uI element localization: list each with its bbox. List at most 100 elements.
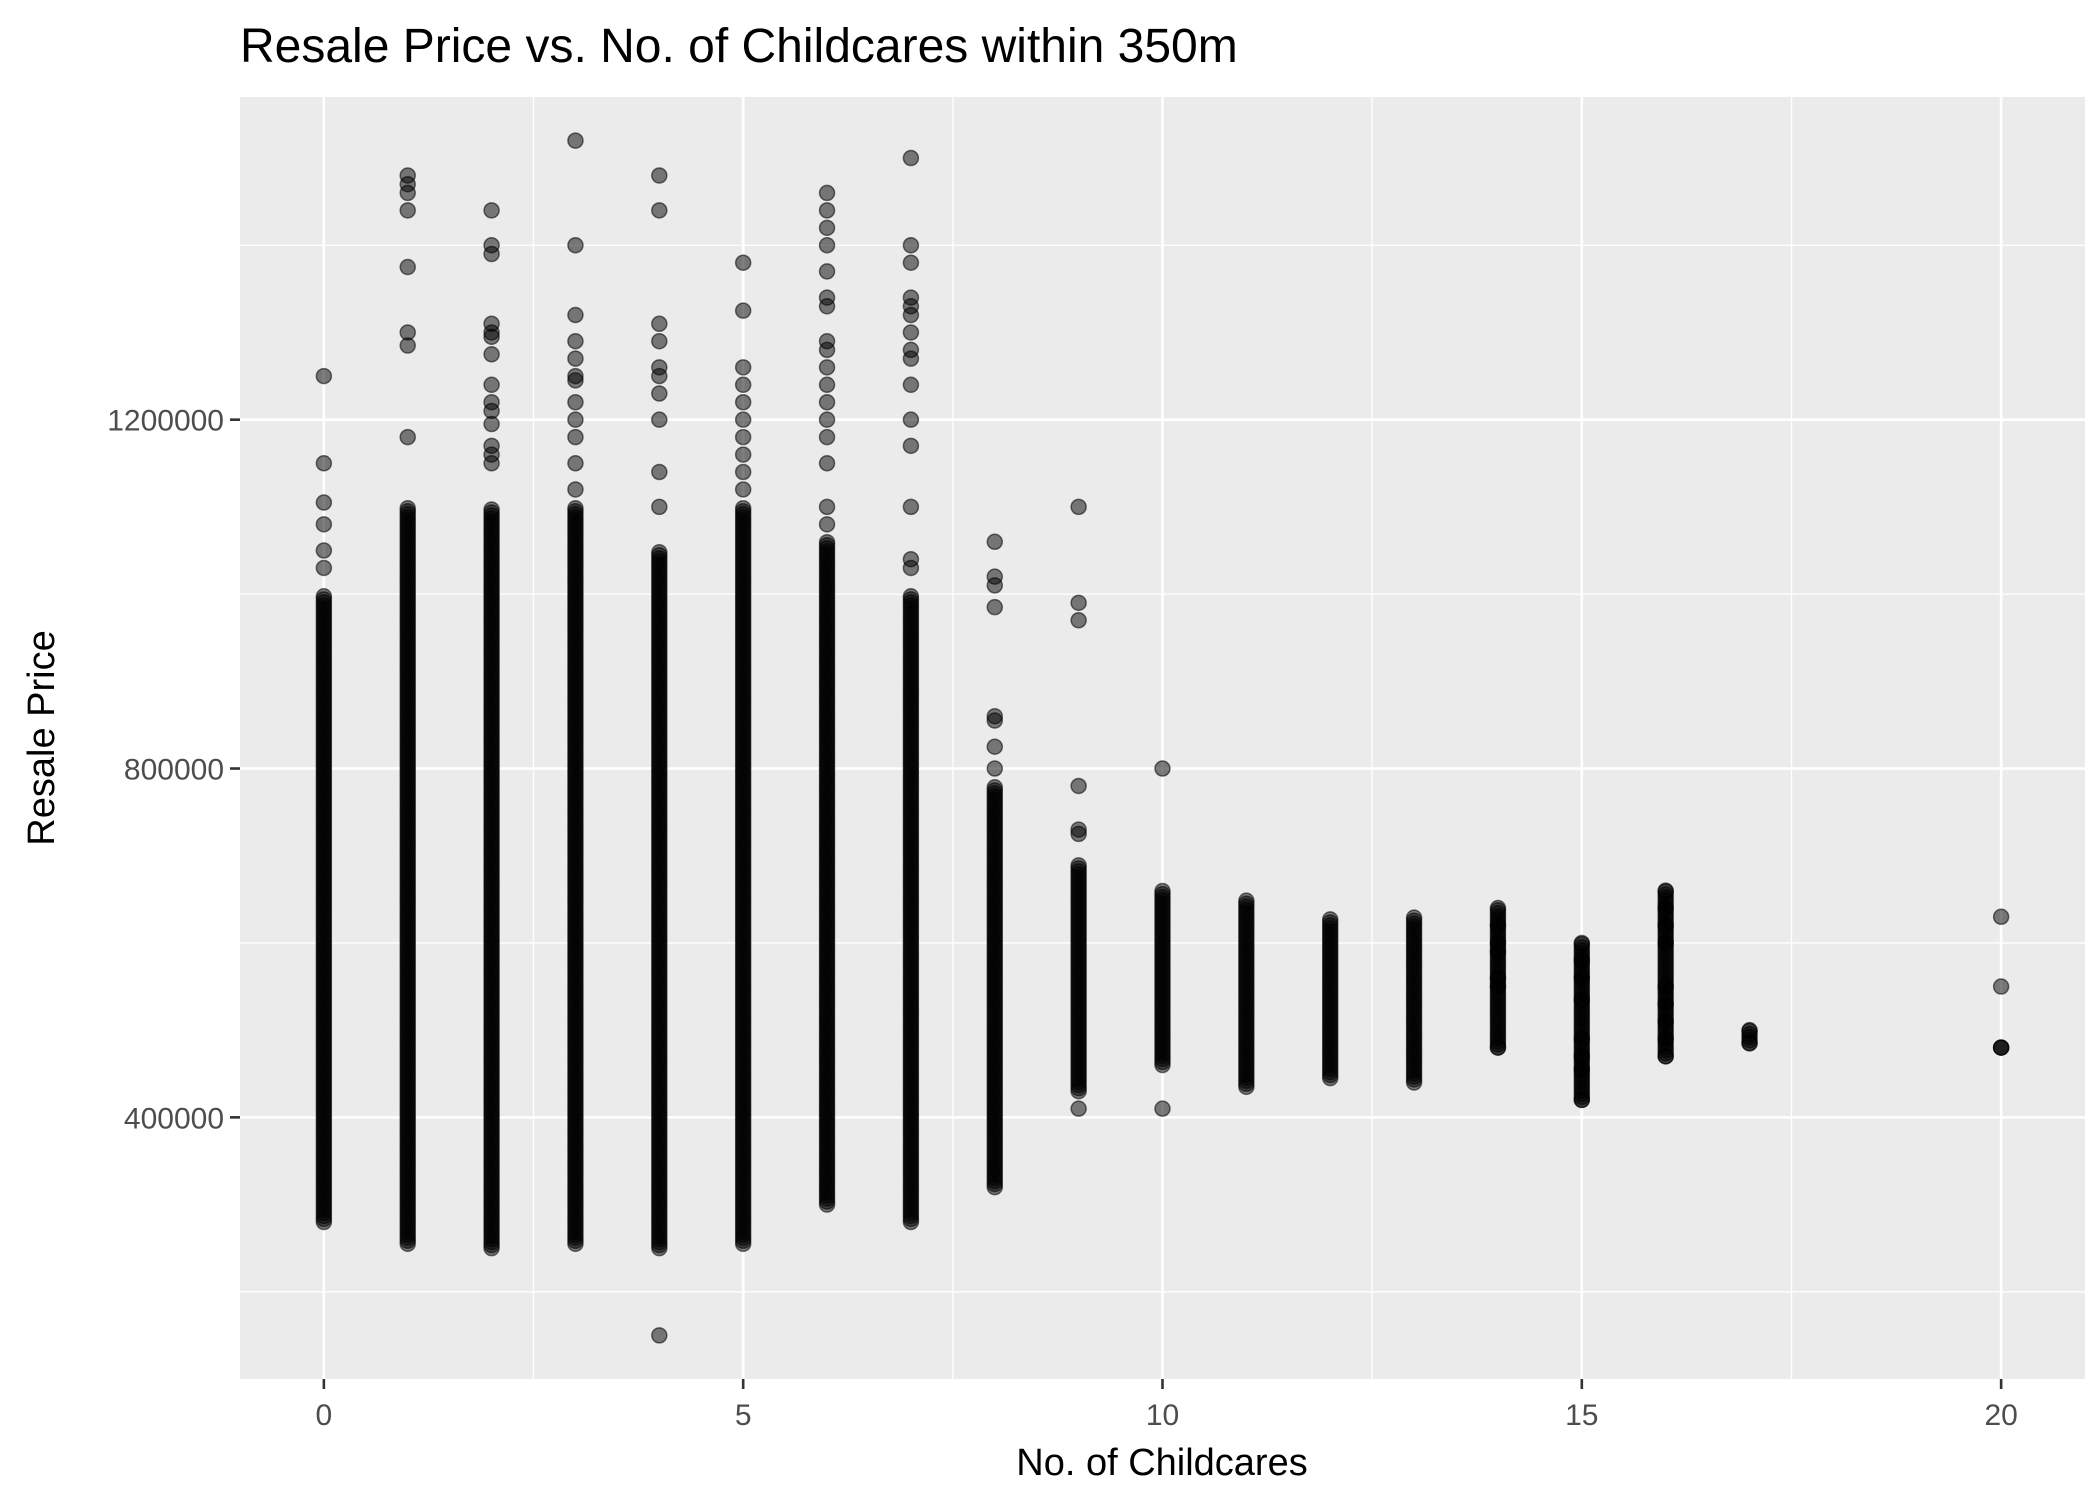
data-point xyxy=(1070,612,1087,629)
data-point xyxy=(399,428,416,446)
point-column xyxy=(483,202,500,1257)
data-point xyxy=(1657,1048,1674,1065)
point-column xyxy=(902,149,920,1231)
data-point xyxy=(1992,978,2010,995)
data-point xyxy=(1657,917,1674,934)
point-column xyxy=(1154,760,1171,1117)
data-point xyxy=(651,411,668,428)
data-point xyxy=(902,498,920,516)
data-point xyxy=(315,516,333,533)
data-point xyxy=(1070,857,1087,874)
x-tick-label: 10 xyxy=(1146,1399,1179,1432)
data-point xyxy=(567,306,584,324)
data-point xyxy=(1573,969,1591,987)
data-point xyxy=(1154,1100,1171,1117)
point-column xyxy=(818,184,836,1213)
data-point xyxy=(567,428,584,446)
data-point xyxy=(1992,908,2010,926)
data-point xyxy=(1070,1100,1087,1117)
point-column xyxy=(986,533,1004,1196)
data-point xyxy=(567,332,584,350)
data-point xyxy=(986,598,1004,616)
data-point xyxy=(567,237,584,254)
point-column xyxy=(1489,899,1507,1056)
point-column xyxy=(1321,911,1339,1087)
data-point xyxy=(315,559,333,577)
data-point xyxy=(399,337,416,354)
data-point xyxy=(1657,899,1674,917)
data-point xyxy=(651,498,668,516)
data-point xyxy=(818,237,836,254)
data-point xyxy=(902,437,920,455)
data-point xyxy=(1657,934,1674,952)
point-column xyxy=(1992,908,2010,1056)
data-point xyxy=(1489,943,1507,960)
data-point xyxy=(315,367,333,385)
data-point xyxy=(818,359,836,376)
data-point xyxy=(734,463,752,481)
point-column xyxy=(1657,882,1674,1065)
data-point xyxy=(1992,1039,2010,1056)
data-point xyxy=(734,428,752,446)
data-point xyxy=(818,455,836,472)
data-point xyxy=(986,760,1004,777)
x-tick-label: 0 xyxy=(316,1399,333,1432)
data-point xyxy=(1657,1013,1674,1030)
data-point xyxy=(902,350,920,367)
point-column xyxy=(1238,892,1255,1096)
data-point xyxy=(483,501,500,518)
data-point xyxy=(399,202,416,219)
point-column xyxy=(399,167,416,1253)
data-point xyxy=(734,393,752,411)
data-point xyxy=(483,245,500,263)
data-point xyxy=(818,341,836,359)
point-column xyxy=(734,254,752,1253)
data-point xyxy=(1070,498,1087,516)
data-point xyxy=(902,411,920,428)
data-point xyxy=(651,367,668,385)
data-point xyxy=(818,219,836,237)
data-point xyxy=(651,332,668,350)
data-points xyxy=(315,132,2010,1344)
data-point xyxy=(651,167,668,184)
x-tick-label: 15 xyxy=(1565,1399,1598,1432)
data-point xyxy=(818,516,836,533)
data-point xyxy=(651,463,668,481)
data-point xyxy=(986,577,1004,594)
data-point xyxy=(567,455,584,472)
data-point xyxy=(567,132,584,149)
data-point xyxy=(734,411,752,428)
x-tick-label: 20 xyxy=(1984,1399,2017,1432)
data-point xyxy=(399,258,416,276)
data-point xyxy=(734,446,752,463)
axis-tick-labels: 0 5 10 15 20 400000 800000 1200000 xyxy=(107,405,2018,1432)
point-column xyxy=(1070,498,1087,1117)
data-point xyxy=(818,428,836,446)
data-point xyxy=(818,263,836,280)
data-point xyxy=(986,738,1004,755)
data-point xyxy=(902,588,920,605)
data-point xyxy=(567,393,584,411)
data-point xyxy=(734,254,752,271)
data-point xyxy=(567,350,584,367)
data-point xyxy=(902,324,920,341)
data-point xyxy=(986,779,1004,796)
data-point xyxy=(1657,1030,1674,1048)
data-point xyxy=(734,376,752,394)
point-column xyxy=(567,132,584,1253)
data-point xyxy=(483,415,500,433)
data-point xyxy=(1154,882,1171,900)
data-point xyxy=(1657,882,1674,899)
x-axis-title: No. of Childcares xyxy=(1016,1442,1307,1484)
data-point xyxy=(1489,917,1507,934)
data-point xyxy=(1573,952,1591,969)
data-point xyxy=(1489,1039,1507,1056)
y-tick-label: 400000 xyxy=(124,1102,224,1135)
data-point xyxy=(818,298,836,315)
data-point xyxy=(1657,995,1674,1013)
data-point xyxy=(315,455,333,472)
data-point xyxy=(902,237,920,254)
data-point xyxy=(567,481,584,498)
data-point xyxy=(567,499,584,517)
